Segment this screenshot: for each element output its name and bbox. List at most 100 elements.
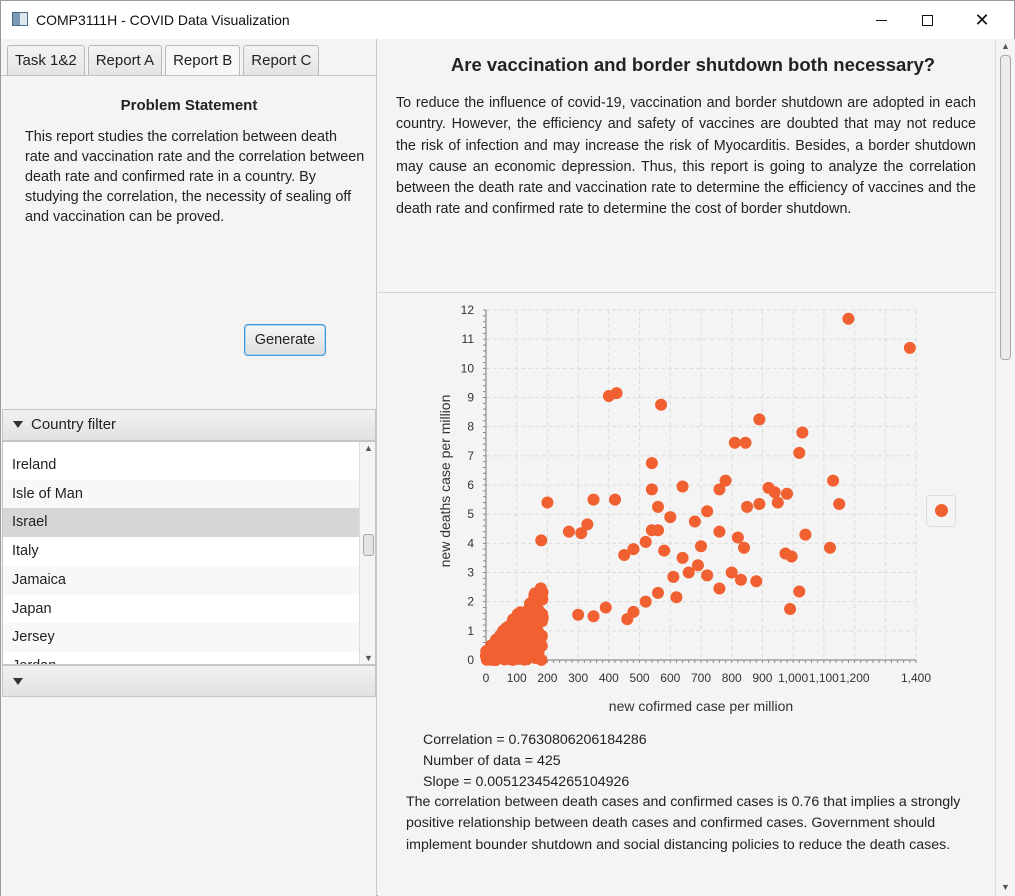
list-item[interactable]: Jamaica [3, 566, 359, 595]
tab-report-a[interactable]: Report A [87, 45, 163, 75]
data-point [793, 446, 806, 459]
data-point [655, 398, 668, 411]
slope-value: Slope = 0.005123454265104926 [423, 774, 630, 790]
data-point [750, 575, 763, 588]
data-point [713, 525, 726, 538]
y-tick-label: 6 [467, 478, 474, 492]
x-tick-label: 300 [568, 671, 588, 685]
list-item-selected[interactable]: Israel [3, 508, 359, 537]
list-item[interactable]: Italy [12, 543, 39, 559]
report-title: Are vaccination and border shutdown both… [450, 54, 936, 75]
data-point [658, 544, 671, 557]
minimize-icon [875, 19, 887, 21]
data-point [500, 631, 513, 644]
list-item[interactable]: Isle of Man [3, 480, 359, 509]
data-point [664, 511, 677, 524]
x-tick-label: 1,400 [901, 671, 931, 685]
chart-legend [926, 495, 956, 527]
generate-button[interactable]: Generate [244, 324, 326, 356]
conclusion-text: The correlation between death cases and … [406, 794, 961, 853]
chart-axes: 0 100 200 300 400 500 600 700 800 900 1,000 1,100 1,… [461, 303, 932, 685]
data-point [527, 605, 540, 618]
data-point [652, 586, 664, 599]
list-item[interactable]: Japan [12, 601, 52, 617]
report-scrollbar[interactable]: ▲ ▼ [995, 39, 1014, 896]
country-list[interactable]: Ireland Isle of Man Israel Italy Jamaica… [2, 441, 376, 665]
scroll-up-icon[interactable]: ▲ [1001, 41, 1010, 51]
country-list-scrollbar[interactable]: ▲ ▼ [359, 442, 375, 664]
data-point [524, 641, 537, 654]
y-tick-label: 10 [461, 361, 475, 375]
list-item[interactable]: Jersey [3, 623, 359, 652]
tab-report-c[interactable]: Report C [243, 45, 320, 75]
list-item[interactable]: Jordan [3, 652, 359, 664]
x-tick-label: 500 [630, 671, 650, 685]
data-point [688, 515, 701, 528]
y-tick-label: 4 [467, 536, 474, 550]
x-tick-label: 0 [483, 671, 490, 685]
x-tick-label: 800 [722, 671, 742, 685]
maximize-button[interactable] [904, 1, 950, 39]
country-filter-header[interactable]: Country filter [2, 409, 376, 441]
statistics-block: Correlation = 0.7630806206184286 Number … [423, 730, 647, 793]
close-button[interactable]: ✕ [959, 1, 1005, 39]
tab-bar: Task 1&2 Report A Report B Report C [7, 45, 322, 75]
data-point [713, 582, 726, 595]
data-point [498, 644, 511, 657]
y-tick-label: 8 [467, 420, 474, 434]
data-point [645, 457, 658, 470]
data-point [526, 619, 539, 631]
scrollbar-thumb[interactable] [1000, 55, 1011, 360]
data-point [541, 496, 554, 509]
data-point [753, 413, 766, 426]
report-intro-text: To reduce the influence of covid-19, vac… [396, 95, 976, 218]
data-point [652, 500, 664, 513]
data-point [512, 639, 525, 652]
tab-report-b[interactable]: Report B [165, 45, 241, 75]
chart-grid [485, 309, 917, 661]
collapsible-section-header[interactable] [2, 665, 376, 697]
scrollbar-thumb[interactable] [363, 534, 374, 556]
data-point [793, 585, 806, 598]
data-point [799, 528, 812, 541]
data-point [753, 497, 766, 510]
window-title: COMP3111H - COVID Data Visualization [36, 12, 290, 28]
data-point [667, 570, 680, 583]
x-tick-label: 400 [599, 671, 619, 685]
scroll-down-icon[interactable]: ▼ [1001, 882, 1010, 892]
scroll-up-icon[interactable]: ▲ [364, 443, 373, 453]
x-tick-label: 1,000 [778, 671, 808, 685]
data-point [535, 653, 548, 666]
scroll-down-icon[interactable]: ▼ [364, 653, 373, 663]
tab-task-1-2[interactable]: Task 1&2 [7, 45, 85, 75]
data-point [827, 474, 840, 487]
chart-points [480, 312, 916, 666]
data-point [587, 610, 600, 623]
list-item[interactable]: Ireland [12, 457, 57, 473]
y-tick-label: 7 [467, 449, 474, 463]
y-tick-label: 1 [467, 624, 474, 638]
data-point [738, 541, 750, 554]
data-point [676, 480, 689, 493]
data-point [796, 426, 809, 439]
data-point [645, 483, 658, 496]
data-point [627, 543, 640, 556]
data-point [731, 531, 744, 544]
data-point [842, 312, 855, 325]
x-tick-label: 900 [752, 671, 772, 685]
section-divider [378, 292, 995, 293]
data-point [768, 486, 781, 499]
data-point [645, 524, 658, 537]
y-axis-label: new deaths case per million [437, 395, 453, 568]
data-point [599, 601, 612, 614]
data-point [728, 436, 741, 449]
y-tick-label: 12 [461, 303, 475, 317]
collapse-triangle-icon [13, 678, 23, 685]
data-count-value: Number of data = 425 [423, 753, 561, 769]
maximize-icon [921, 14, 933, 26]
country-filter-label: Country filter [31, 416, 117, 433]
data-point [670, 591, 683, 604]
data-point [526, 632, 539, 645]
app-icon [12, 12, 28, 26]
minimize-button[interactable] [858, 1, 904, 39]
